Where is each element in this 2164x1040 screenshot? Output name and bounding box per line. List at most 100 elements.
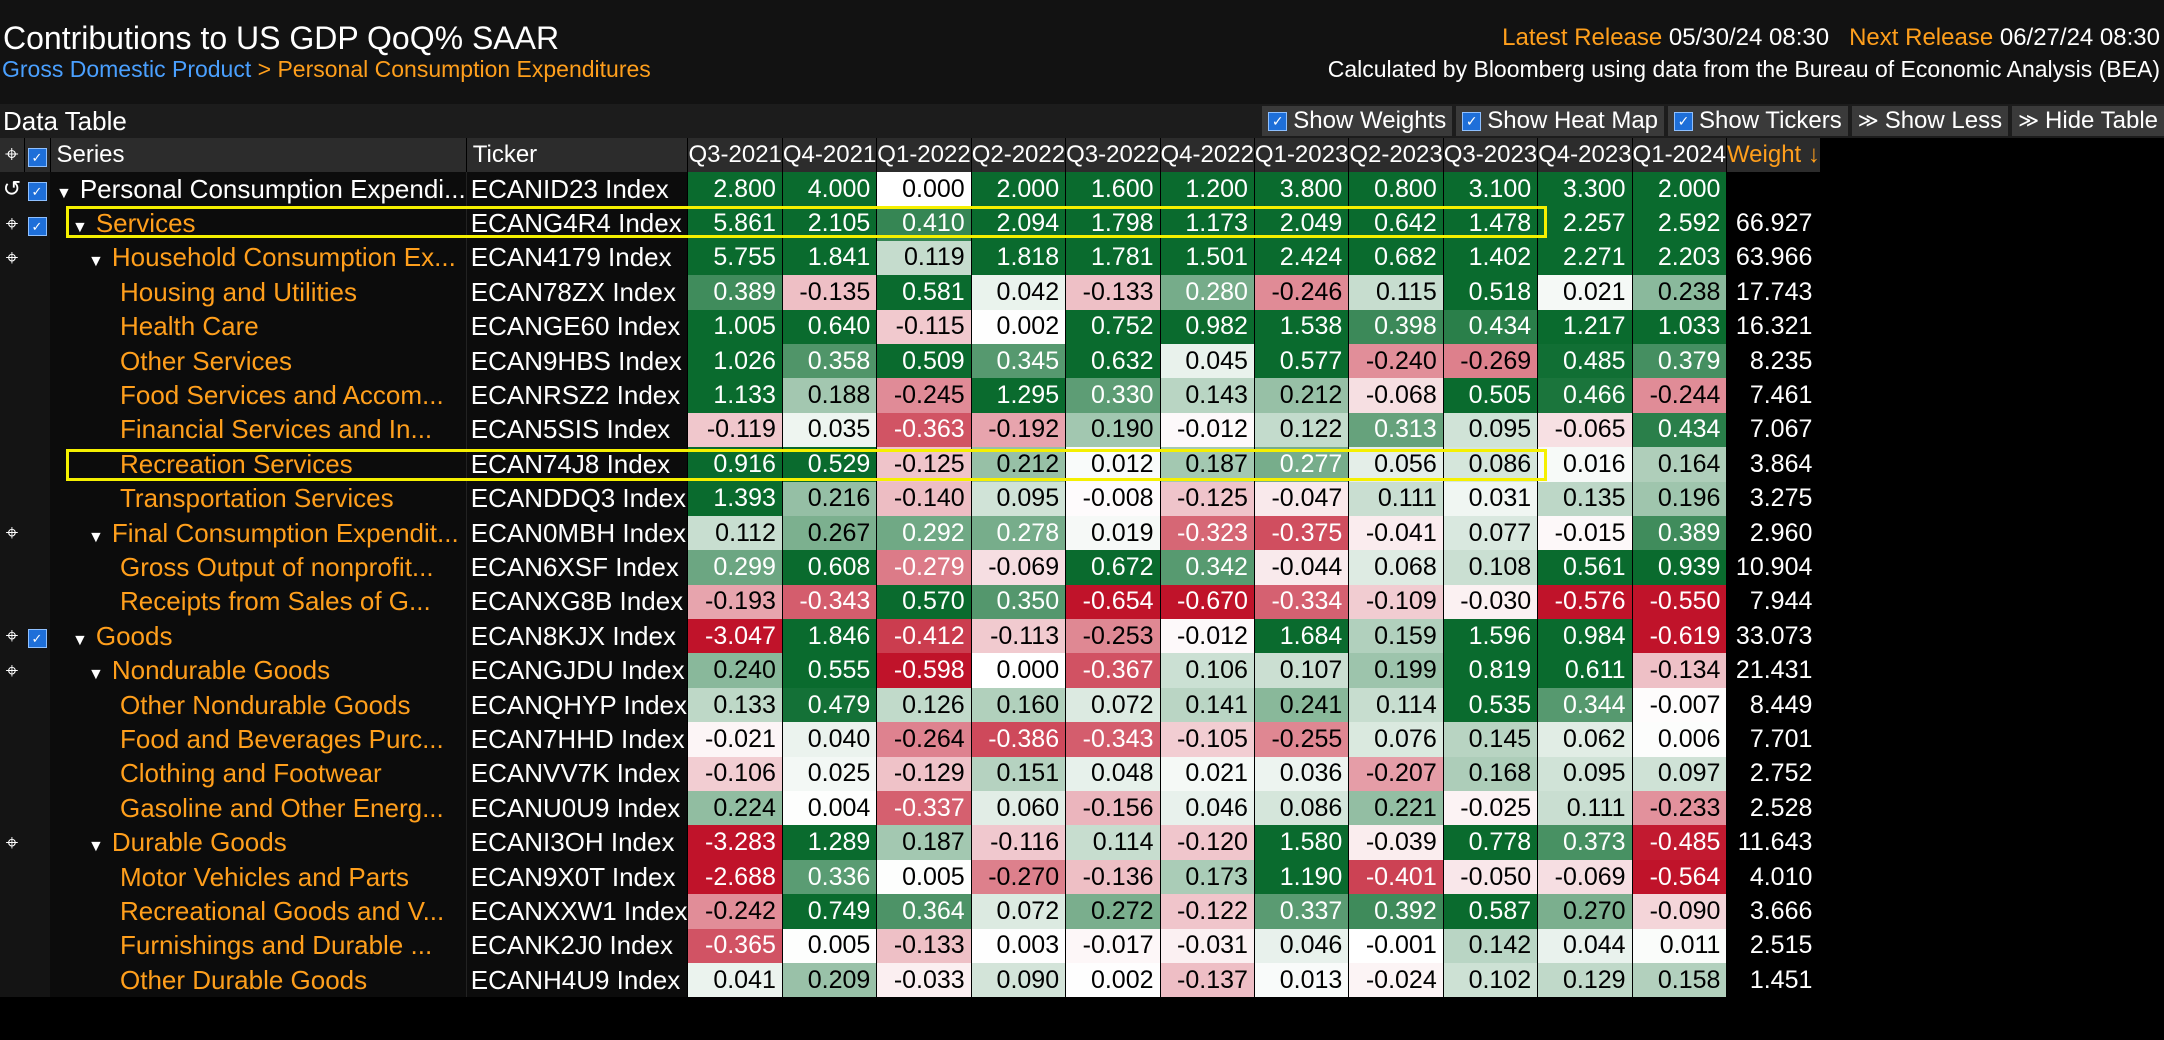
- value-cell[interactable]: 0.272: [1065, 894, 1161, 929]
- value-cell[interactable]: -0.133: [1065, 275, 1161, 310]
- ticker-cell[interactable]: ECANQHYP Index: [465, 687, 688, 723]
- header-target-cell[interactable]: ⌖: [0, 138, 25, 172]
- value-cell[interactable]: 0.021: [1537, 275, 1633, 310]
- series-cell[interactable]: Gross Output of nonprofit...: [50, 550, 467, 585]
- value-cell[interactable]: -0.140: [876, 481, 972, 516]
- table-row[interactable]: Health Care ECANGE60 Index 1.005 0.640 -0.11…: [0, 309, 1821, 344]
- value-cell[interactable]: 0.114: [1348, 687, 1444, 723]
- value-cell[interactable]: 0.012: [1065, 447, 1161, 482]
- value-cell[interactable]: 0.035: [781, 412, 877, 448]
- value-cell[interactable]: 0.313: [1348, 412, 1444, 448]
- row-check-cell[interactable]: [24, 722, 50, 757]
- row-action-cell[interactable]: [0, 412, 24, 448]
- value-cell[interactable]: -0.375: [1253, 515, 1349, 551]
- value-cell[interactable]: 2.592: [1631, 206, 1727, 241]
- value-cell[interactable]: 2.424: [1253, 240, 1349, 276]
- value-cell[interactable]: 5.755: [687, 240, 783, 276]
- value-cell[interactable]: 2.094: [970, 206, 1066, 241]
- value-cell[interactable]: 0.044: [1537, 928, 1633, 963]
- value-cell[interactable]: -0.008: [1065, 481, 1161, 516]
- series-cell[interactable]: ▼ Final Consumption Expendit...: [50, 515, 467, 551]
- column-header-quarter[interactable]: Q3-2022: [1065, 138, 1161, 172]
- value-cell[interactable]: 0.141: [1159, 687, 1255, 723]
- value-cell[interactable]: 1.133: [687, 378, 783, 413]
- value-cell[interactable]: 1.217: [1537, 309, 1633, 344]
- value-cell[interactable]: 0.292: [876, 515, 972, 551]
- value-cell[interactable]: -0.120: [1159, 825, 1255, 860]
- value-cell[interactable]: 0.485: [1537, 343, 1633, 379]
- row-action-cell[interactable]: [0, 309, 24, 344]
- value-cell[interactable]: -0.401: [1348, 859, 1444, 895]
- value-cell[interactable]: 0.434: [1631, 412, 1727, 448]
- value-cell[interactable]: 3.800: [1253, 172, 1349, 207]
- row-action-cell[interactable]: ⌖: [0, 653, 24, 688]
- value-cell[interactable]: 0.336: [781, 859, 877, 895]
- value-cell[interactable]: 0.173: [1159, 859, 1255, 895]
- value-cell[interactable]: 0.389: [1631, 515, 1727, 551]
- value-cell[interactable]: 0.389: [687, 275, 783, 310]
- value-cell[interactable]: 0.000: [970, 653, 1066, 688]
- table-row[interactable]: Recreational Goods and V... ECANXXW1 Inde…: [0, 894, 1821, 929]
- ticker-cell[interactable]: ECAN6XSF Index: [465, 550, 688, 585]
- ticker-cell[interactable]: ECANVV7K Index: [465, 756, 688, 792]
- value-cell[interactable]: 1.798: [1065, 206, 1161, 241]
- value-cell[interactable]: 0.752: [1065, 309, 1161, 344]
- value-cell[interactable]: -0.125: [1159, 481, 1255, 516]
- value-cell[interactable]: -0.033: [876, 962, 972, 998]
- series-cell[interactable]: Receipts from Sales of G...: [50, 584, 467, 620]
- row-action-cell[interactable]: [0, 756, 24, 792]
- value-cell[interactable]: 0.238: [1631, 275, 1727, 310]
- value-cell[interactable]: -0.363: [876, 412, 972, 448]
- value-cell[interactable]: 0.350: [970, 584, 1066, 620]
- table-row[interactable]: Receipts from Sales of G... ECANXG8B Inde…: [0, 584, 1821, 620]
- value-cell[interactable]: 0.045: [1159, 343, 1255, 379]
- table-row[interactable]: ⌖ ▼ Household Consumption Ex... ECAN4179 In…: [0, 240, 1821, 276]
- value-cell[interactable]: -0.670: [1159, 584, 1255, 620]
- value-cell[interactable]: 0.036: [1253, 756, 1349, 792]
- value-cell[interactable]: 2.049: [1253, 206, 1349, 241]
- value-cell[interactable]: 0.168: [1442, 756, 1538, 792]
- row-action-cell[interactable]: [0, 791, 24, 826]
- value-cell[interactable]: 0.122: [1253, 412, 1349, 448]
- series-cell[interactable]: Housing and Utilities: [50, 275, 467, 310]
- row-action-cell[interactable]: [0, 928, 24, 963]
- row-check-cell[interactable]: [24, 859, 50, 895]
- value-cell[interactable]: 0.187: [1159, 447, 1255, 482]
- value-cell[interactable]: 0.632: [1065, 343, 1161, 379]
- value-cell[interactable]: -0.343: [1065, 722, 1161, 757]
- table-row[interactable]: Gasoline and Other Energ... ECANU0U9 Inde…: [0, 791, 1821, 826]
- series-cell[interactable]: ▼ Household Consumption Ex...: [50, 240, 467, 276]
- value-cell[interactable]: 1.841: [781, 240, 877, 276]
- value-cell[interactable]: 0.060: [970, 791, 1066, 826]
- value-cell[interactable]: 1.596: [1442, 619, 1538, 654]
- value-cell[interactable]: 0.151: [970, 756, 1066, 792]
- value-cell[interactable]: 0.108: [1442, 550, 1538, 585]
- value-cell[interactable]: 0.280: [1159, 275, 1255, 310]
- value-cell[interactable]: 0.364: [876, 894, 972, 929]
- value-cell[interactable]: 2.000: [970, 172, 1066, 207]
- value-cell[interactable]: 0.190: [1065, 412, 1161, 448]
- row-action-cell[interactable]: [0, 447, 24, 482]
- value-cell[interactable]: -0.105: [1159, 722, 1255, 757]
- value-cell[interactable]: 0.040: [781, 722, 877, 757]
- value-cell[interactable]: -0.323: [1159, 515, 1255, 551]
- value-cell[interactable]: -0.136: [1065, 859, 1161, 895]
- series-cell[interactable]: Transportation Services: [50, 481, 467, 516]
- value-cell[interactable]: 3.100: [1442, 172, 1538, 207]
- column-header-quarter[interactable]: Q1-2023: [1254, 138, 1350, 172]
- value-cell[interactable]: 0.466: [1537, 378, 1633, 413]
- value-cell[interactable]: 0.086: [1253, 791, 1349, 826]
- value-cell[interactable]: 0.133: [687, 687, 783, 723]
- value-cell[interactable]: 0.000: [876, 172, 972, 207]
- ticker-cell[interactable]: ECAN4179 Index: [465, 240, 688, 276]
- value-cell[interactable]: 0.330: [1065, 378, 1161, 413]
- hide-table-button[interactable]: ≫ Hide Table: [2012, 106, 2164, 136]
- value-cell[interactable]: 1.501: [1159, 240, 1255, 276]
- row-action-cell[interactable]: [0, 722, 24, 757]
- value-cell[interactable]: 0.392: [1348, 894, 1444, 929]
- row-check-cell[interactable]: [24, 928, 50, 963]
- value-cell[interactable]: -0.115: [876, 309, 972, 344]
- row-check-cell[interactable]: ✓: [24, 619, 50, 654]
- value-cell[interactable]: 0.337: [1253, 894, 1349, 929]
- value-cell[interactable]: 0.076: [1348, 722, 1444, 757]
